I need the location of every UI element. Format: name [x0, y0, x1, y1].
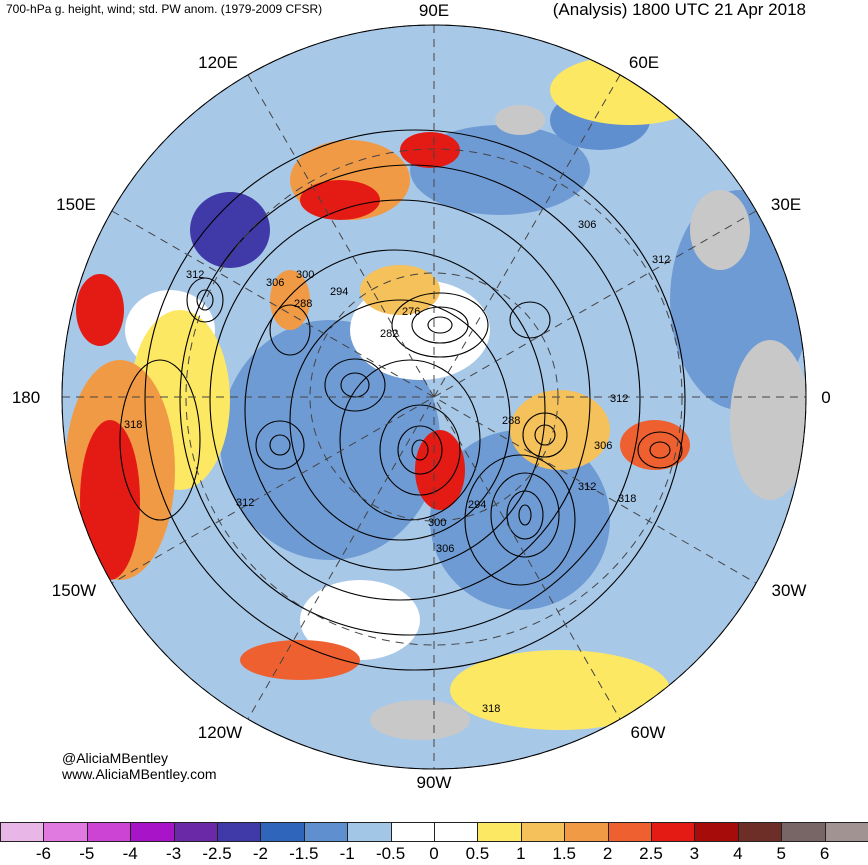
colorbar-tick-label: 0 [429, 844, 439, 863]
lon-label-30w: 30W [772, 581, 807, 600]
height-contours [119, 129, 686, 671]
chart-right-title: (Analysis) 1800 UTC 21 Apr 2018 [552, 0, 806, 19]
colorbar-tick-label: -1.5 [289, 844, 319, 863]
colorbar-swatch [43, 822, 88, 842]
lon-label-60e: 60E [629, 53, 659, 72]
colorbar-swatch [651, 822, 696, 842]
colorbar-swatch [434, 822, 479, 842]
colorbar-swatch [390, 822, 435, 842]
colorbar-swatch [607, 822, 652, 842]
colorbar-swatch [824, 822, 868, 842]
contour-label: 318 [618, 493, 636, 505]
contour-label: 312 [610, 393, 628, 405]
contour-label: 312 [652, 254, 670, 266]
lon-label-120w: 120W [198, 723, 242, 742]
colorbar-tick-label: -3 [166, 844, 182, 863]
polar-map: 90E 60E 30E 0 30W 60W 90W 120W 150W 180 … [12, 1, 831, 792]
colorbar-swatch [130, 822, 175, 842]
colorbar-swatch [781, 822, 826, 842]
contour-label: 294 [468, 499, 486, 511]
colorbar-tick-label: 2.5 [639, 844, 663, 863]
colorbar-tick-label: -5 [79, 844, 95, 863]
colorbar-swatch [520, 822, 566, 842]
colorbar-swatch [477, 822, 522, 842]
colorbar-tick-label: -2 [252, 844, 268, 863]
map-border [61, 24, 807, 770]
contour-label: 312 [236, 497, 254, 509]
lon-label-0: 0 [821, 388, 830, 407]
colorbar-tick-label: -2.5 [202, 844, 232, 863]
contour-label: 306 [594, 440, 612, 452]
contour-label: 276 [402, 306, 420, 318]
credit-website: www.AliciaMBentley.com [62, 766, 217, 782]
colorbar-swatch [173, 822, 218, 842]
colorbar-swatch [86, 822, 132, 842]
contour-label: 288 [294, 298, 312, 310]
colorbar-swatch [0, 822, 45, 842]
colorbar-tick-label: 1.5 [552, 844, 577, 863]
contour-label: 306 [266, 277, 284, 289]
lon-label-120e: 120E [198, 53, 238, 72]
contour-label: 300 [428, 517, 446, 529]
lon-label-150w: 150W [52, 581, 96, 600]
colorbar-swatch [347, 822, 392, 842]
colorbar-swatch [303, 822, 349, 842]
contour-label: 306 [578, 219, 596, 231]
contour-label: 318 [124, 419, 142, 431]
lon-label-90w: 90W [417, 773, 452, 792]
colorbar-swatch [217, 822, 262, 842]
colorbar-tick-label: 3 [689, 844, 700, 863]
lon-label-150e: 150E [56, 195, 96, 214]
lon-label-180: 180 [12, 388, 40, 407]
credit-handle: @AliciaMBentley [62, 750, 169, 766]
colorbar-tick-label: 1 [516, 844, 526, 863]
chart-left-title: 700-hPa g. height, wind; std. PW anom. (… [6, 2, 323, 16]
lon-label-60w: 60W [631, 723, 666, 742]
colorbar-tick-label: 6 [819, 844, 830, 863]
contour-label: 318 [482, 703, 500, 715]
colorbar-tick-label: 5 [776, 844, 786, 863]
contour-label: 294 [330, 286, 348, 298]
colorbar-swatch [564, 822, 609, 842]
colorbar: -6 -5 -4 -3 -2.5 -2 -1.5 -1 -0.5 0 0.5 1 1.5 2 2.5 3 4 5 6 [0, 822, 868, 865]
contour-label: 300 [296, 269, 314, 281]
contour-label: 306 [436, 543, 454, 555]
contour-label: 282 [380, 328, 398, 340]
contour-label: 312 [578, 481, 596, 493]
colorbar-tick-label: 4 [733, 844, 743, 863]
colorbar-tick-label: -6 [35, 844, 51, 863]
contour-label: 312 [186, 269, 204, 281]
colorbar-swatch [737, 822, 783, 842]
colorbar-swatch [260, 822, 305, 842]
colorbar-swatch [694, 822, 739, 842]
contour-labels: 306 312 300 294 288 276 282 306 312 318 … [124, 219, 670, 715]
lon-label-90e: 90E [419, 1, 449, 20]
colorbar-tick-label: -0.5 [375, 844, 406, 863]
colorbar-tick-label: -4 [122, 844, 138, 863]
colorbar-tick-label: 0.5 [465, 844, 490, 863]
lon-label-30e: 30E [771, 195, 801, 214]
contour-label: 288 [502, 415, 520, 427]
colorbar-tick-label: -1 [339, 844, 355, 863]
colorbar-tick-label: 2 [602, 844, 613, 863]
